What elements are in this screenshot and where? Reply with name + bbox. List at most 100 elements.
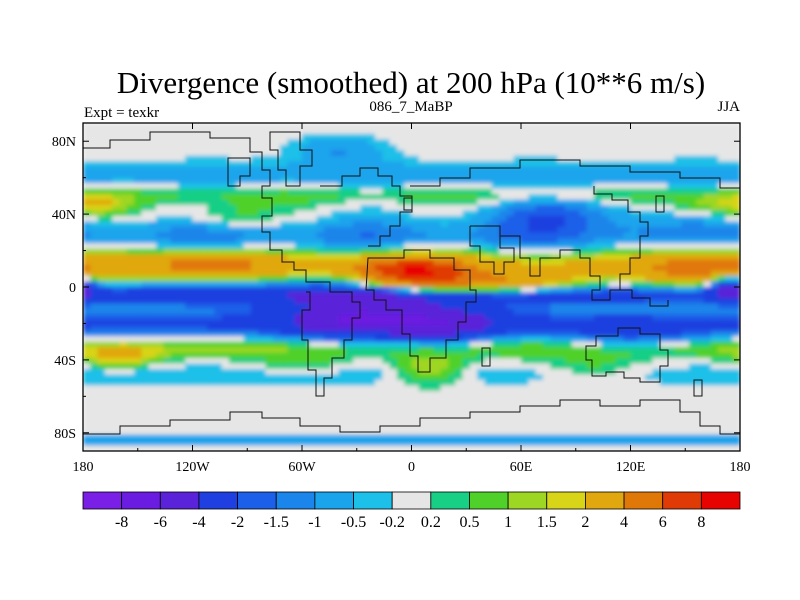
field-cell [455,177,464,184]
field-cell [221,194,230,201]
field-cell [134,314,142,321]
field-cell [710,358,719,365]
field-cell [586,325,595,332]
field-cell [119,226,128,233]
field-cell [375,210,383,217]
field-cell [513,188,522,195]
field-cell [316,379,325,386]
field-cell [542,226,551,233]
field-cell [710,385,719,392]
field-cell [243,423,252,430]
field-cell [703,210,712,217]
field-cell [338,407,347,414]
field-cell [250,199,259,206]
field-cell [250,396,259,403]
field-cell [448,221,456,228]
field-cell [272,423,281,430]
field-cell [433,347,442,354]
field-cell [367,319,376,326]
field-cell [250,325,259,332]
field-cell [214,210,223,217]
field-cell [119,139,128,146]
field-cell [586,188,595,195]
field-cell [258,210,267,217]
field-cell [645,172,653,179]
field-cell [221,161,230,168]
field-cell [192,325,201,332]
field-cell [681,270,690,277]
field-cell [236,265,245,272]
field-cell [294,123,303,130]
field-cell [294,139,303,146]
field-cell [112,123,121,130]
field-cell [667,221,675,228]
field-cell [156,407,164,414]
field-cell [448,314,456,321]
field-cell [725,385,734,392]
field-cell [674,374,683,381]
field-cell [637,303,646,310]
field-cell [280,188,288,195]
field-cell [688,401,697,408]
field-cell [718,188,726,195]
field-cell [156,314,164,321]
field-cell [148,363,157,370]
field-cell [236,303,245,310]
field-cell [287,374,296,381]
field-cell [199,287,208,294]
field-cell [513,226,522,233]
field-cell [440,133,449,140]
field-cell [287,396,296,403]
field-cell [506,407,515,414]
field-cell [528,363,537,370]
field-cell [594,237,602,244]
field-cell [302,177,310,184]
field-cell [134,221,142,228]
field-cell [455,199,464,206]
field-cell [455,243,464,250]
field-cell [608,401,617,408]
field-cell [725,139,734,146]
field-cell [462,215,471,222]
field-cell [462,385,471,392]
field-cell [535,144,544,151]
field-cell [360,412,369,419]
field-cell [615,341,624,348]
field-cell [637,221,646,228]
field-cell [579,166,588,173]
field-cell [331,150,340,157]
field-cell [250,166,259,173]
field-cell [462,297,471,304]
field-cell [272,205,281,212]
field-cell [192,390,201,397]
field-cell [477,341,486,348]
field-cell [688,347,697,354]
field-cell [316,412,325,419]
field-cell [725,155,734,162]
field-cell [389,205,398,212]
field-cell [302,188,310,195]
field-cell [681,325,690,332]
field-cell [477,418,486,425]
field-cell [696,237,705,244]
field-cell [345,319,354,326]
field-cell [345,390,354,397]
field-cell [265,369,274,376]
field-cell [411,314,420,321]
field-cell [90,363,99,370]
field-cell [221,243,230,250]
field-cell [134,352,142,359]
field-cell [375,374,383,381]
field-cell [199,254,208,261]
field-cell [404,155,413,162]
field-cell [462,352,471,359]
field-cell [528,297,537,304]
field-cell [134,232,142,239]
field-cell [170,161,179,168]
field-cell [491,363,500,370]
field-cell [718,418,726,425]
field-cell [521,379,529,386]
field-cell [192,358,201,365]
field-cell [557,237,566,244]
field-cell [97,133,106,140]
